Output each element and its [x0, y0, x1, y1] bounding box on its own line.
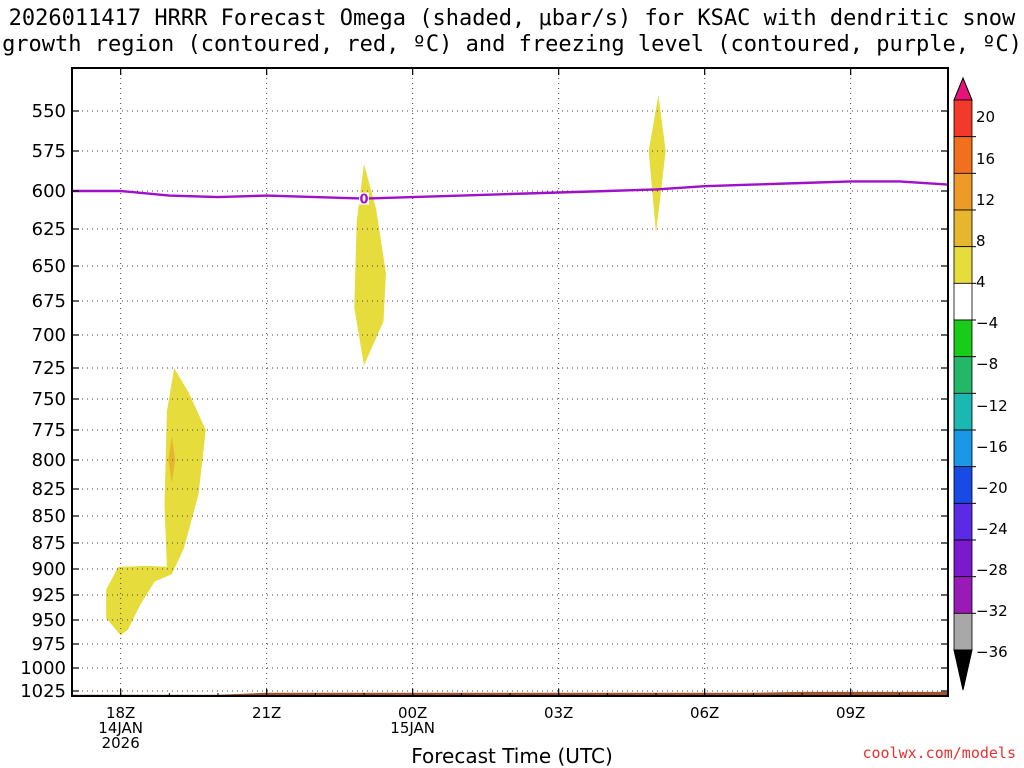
colorbar-segment [953, 282, 973, 321]
x-tick-label-14JAN: 14JAN [98, 719, 143, 737]
colorbar-label--24: −24 [976, 520, 1008, 538]
colorbar-label--16: −16 [976, 438, 1008, 456]
chart-title: 2026011417 HRRR Forecast Omega (shaded, … [0, 6, 1024, 58]
x-tick-label-2026: 2026 [102, 734, 140, 752]
colorbar-label--12: −12 [976, 397, 1008, 415]
colorbar-segment [953, 356, 973, 394]
y-tick-label-625: 625 [32, 219, 66, 240]
colorbar-segment [953, 392, 973, 431]
x-axis-title: Forecast Time (UTC) [411, 744, 613, 768]
y-tick-label-800: 800 [32, 450, 66, 471]
plot-contents: 0 [72, 68, 948, 696]
y-tick-label-600: 600 [32, 181, 66, 202]
y-tick-label-825: 825 [32, 479, 66, 500]
freezing-level-label: 0 [359, 193, 368, 208]
colorbar-top-arrow [953, 76, 973, 101]
plot-frame [71, 67, 949, 697]
colorbar-label--20: −20 [976, 479, 1008, 497]
colorbar-label--36: −36 [976, 643, 1008, 661]
x-tick-label-18Z: 18Z [106, 704, 135, 722]
y-tick-label-950: 950 [32, 610, 66, 631]
y-tick-label-975: 975 [32, 634, 66, 655]
y-tick-label-750: 750 [32, 389, 66, 410]
chart-title-line2: growth region (contoured, red, ºC) and f… [2, 32, 1022, 57]
colorbar: 20 16 12 8 4 −4 −8 −12 −16 −20 −24 −28 −32 −36 [953, 76, 1008, 691]
colorbar-segment [953, 429, 973, 468]
colorbar-segment [953, 209, 973, 248]
colorbar-label-20: 20 [976, 108, 995, 126]
colorbar-segment [953, 502, 973, 541]
credit-text[interactable]: coolwx.com/models [862, 744, 1016, 762]
colorbar-label-12: 12 [976, 191, 995, 209]
y-tick-label-700: 700 [32, 325, 66, 346]
x-tick-label-21Z: 21Z [252, 704, 281, 722]
colorbar-bottom-arrow [953, 649, 973, 691]
y-tick-label-575: 575 [32, 141, 66, 162]
plot-area: 0 [72, 68, 948, 696]
colorbar-segment [953, 246, 973, 284]
colorbar-segment [953, 612, 973, 651]
chart-title-line1: 2026011417 HRRR Forecast Omega (shaded, … [8, 6, 1016, 31]
y-tick-label-875: 875 [32, 533, 66, 554]
y-tick-label-650: 650 [32, 256, 66, 277]
freezing-level-label-bg [359, 192, 369, 205]
freezing-level-line [72, 180, 948, 200]
colorbar-label--32: −32 [976, 602, 1008, 620]
colorbar-label-4: 4 [976, 273, 986, 291]
y-tick-label-925: 925 [32, 585, 66, 606]
y-tick-label-1000: 1000 [20, 658, 66, 679]
y-tick-label-1025: 1025 [20, 681, 66, 702]
y-tick-label-775: 775 [32, 420, 66, 441]
colorbar-segment [953, 539, 973, 578]
colorbar-label-8: 8 [976, 232, 986, 250]
x-tick-label-03Z: 03Z [544, 704, 573, 722]
x-tick-label-06Z: 06Z [690, 704, 719, 722]
omega-region-mid-updraft [354, 163, 386, 366]
colorbar-label-16: 16 [976, 150, 995, 168]
x-tick-label-00Z: 00Z [398, 704, 427, 722]
colorbar-label--8: −8 [976, 355, 998, 373]
y-tick-label-850: 850 [32, 506, 66, 527]
y-tick-label-675: 675 [32, 291, 66, 312]
colorbar-segment [953, 172, 973, 211]
omega-region-lower-updraft [106, 368, 206, 636]
grid-lines [72, 68, 948, 696]
y-tick-label-550: 550 [32, 101, 66, 122]
colorbar-label--4: −4 [976, 314, 998, 332]
y-tick-label-900: 900 [32, 559, 66, 580]
colorbar-segment [953, 466, 973, 504]
colorbar-segment [953, 136, 973, 174]
colorbar-segment [953, 319, 973, 358]
x-tick-label-09Z: 09Z [836, 704, 865, 722]
y-tick-label-725: 725 [32, 358, 66, 379]
axes: 550 575 600 625 650 675 700 725 750 775 800 825 850 8… [20, 67, 949, 752]
x-tick-label-15JAN: 15JAN [390, 719, 435, 737]
colorbar-label--28: −28 [976, 561, 1008, 579]
omega-region-lower-updraft-core [168, 436, 176, 484]
omega-region-upper-updraft [648, 95, 666, 234]
colorbar-segment [953, 576, 973, 614]
colorbar-segment [953, 99, 973, 138]
